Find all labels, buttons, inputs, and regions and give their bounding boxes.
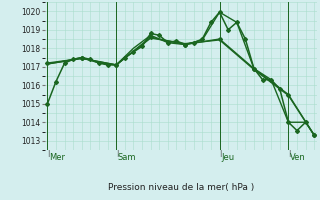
Text: Pression niveau de la mer( hPa ): Pression niveau de la mer( hPa ) <box>108 183 254 192</box>
Text: Jeu: Jeu <box>221 153 234 162</box>
Text: |: | <box>47 150 50 157</box>
Text: Mer: Mer <box>49 153 65 162</box>
Text: |: | <box>288 150 291 157</box>
Text: |: | <box>116 150 119 157</box>
Text: Ven: Ven <box>290 153 306 162</box>
Text: Sam: Sam <box>118 153 136 162</box>
Text: |: | <box>220 150 222 157</box>
